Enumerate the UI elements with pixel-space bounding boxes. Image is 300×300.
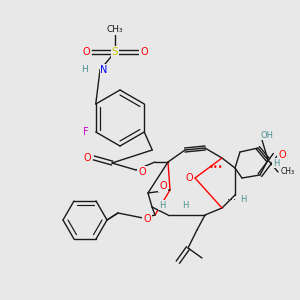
- Text: H: H: [182, 200, 188, 209]
- Text: O: O: [185, 173, 193, 183]
- Text: O: O: [278, 150, 286, 160]
- Text: O: O: [159, 181, 167, 191]
- Text: F: F: [83, 127, 88, 137]
- Text: H: H: [240, 196, 246, 205]
- Text: O: O: [140, 47, 148, 57]
- Text: O: O: [83, 153, 91, 163]
- Text: H: H: [273, 158, 279, 167]
- Text: OH: OH: [260, 130, 274, 140]
- Text: •••: •••: [209, 164, 223, 172]
- Text: N: N: [100, 65, 108, 75]
- Text: CH₃: CH₃: [281, 167, 295, 176]
- Text: O: O: [143, 214, 151, 224]
- Text: O: O: [82, 47, 90, 57]
- Text: H: H: [159, 200, 165, 209]
- Text: S: S: [112, 47, 118, 57]
- Text: CH₃: CH₃: [107, 26, 123, 34]
- Text: H: H: [81, 65, 87, 74]
- Text: ...: ...: [227, 192, 236, 202]
- Text: O: O: [138, 167, 146, 177]
